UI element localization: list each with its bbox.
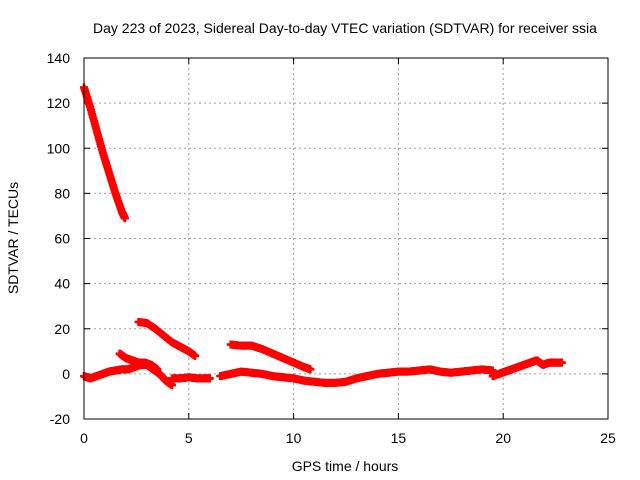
y-tick-label: 100 [47,140,71,156]
series-arc-6 [216,365,497,387]
y-tick-labels: -20 0 20 40 60 80 100 120 140 [47,50,71,427]
data-point [191,351,200,360]
series-arc-8 [488,356,566,381]
y-axis-label: SDTVAR / TECUs [5,182,21,294]
grid [84,58,608,419]
y-tick-label: -20 [50,411,70,427]
series-arc-1 [80,83,129,223]
data-point [153,365,162,374]
y-tick-label: 0 [62,366,70,382]
series-arc-7 [226,340,315,374]
chart-title: Day 223 of 2023, Sidereal Day-to-day VTE… [93,20,597,36]
data-point [557,358,566,367]
plot-frame [83,57,609,420]
series-arc-3 [115,349,162,374]
x-tick-label: 0 [80,430,88,446]
x-axis-label: GPS time / hours [292,458,399,474]
x-tick-label: 20 [495,430,511,446]
data-point [120,214,129,223]
data-point [168,381,177,390]
data-points [80,83,566,390]
y-tick-label: 40 [54,276,70,292]
y-tick-label: 20 [54,321,70,337]
x-tick-label: 25 [600,430,616,446]
y-tick-label: 80 [54,185,70,201]
y-tick-label: 120 [47,95,71,111]
series-arc-5 [168,373,214,383]
y-tick-label: 60 [54,231,70,247]
x-tick-labels: 0 5 10 15 20 25 [80,430,616,446]
x-tick-label: 5 [185,430,193,446]
series-arc-2 [80,360,177,390]
series-arc-4 [134,317,200,360]
data-point [306,365,315,374]
y-tick-label: 140 [47,50,71,66]
x-tick-label: 15 [391,430,407,446]
x-tick-label: 10 [286,430,302,446]
data-point [205,374,214,383]
